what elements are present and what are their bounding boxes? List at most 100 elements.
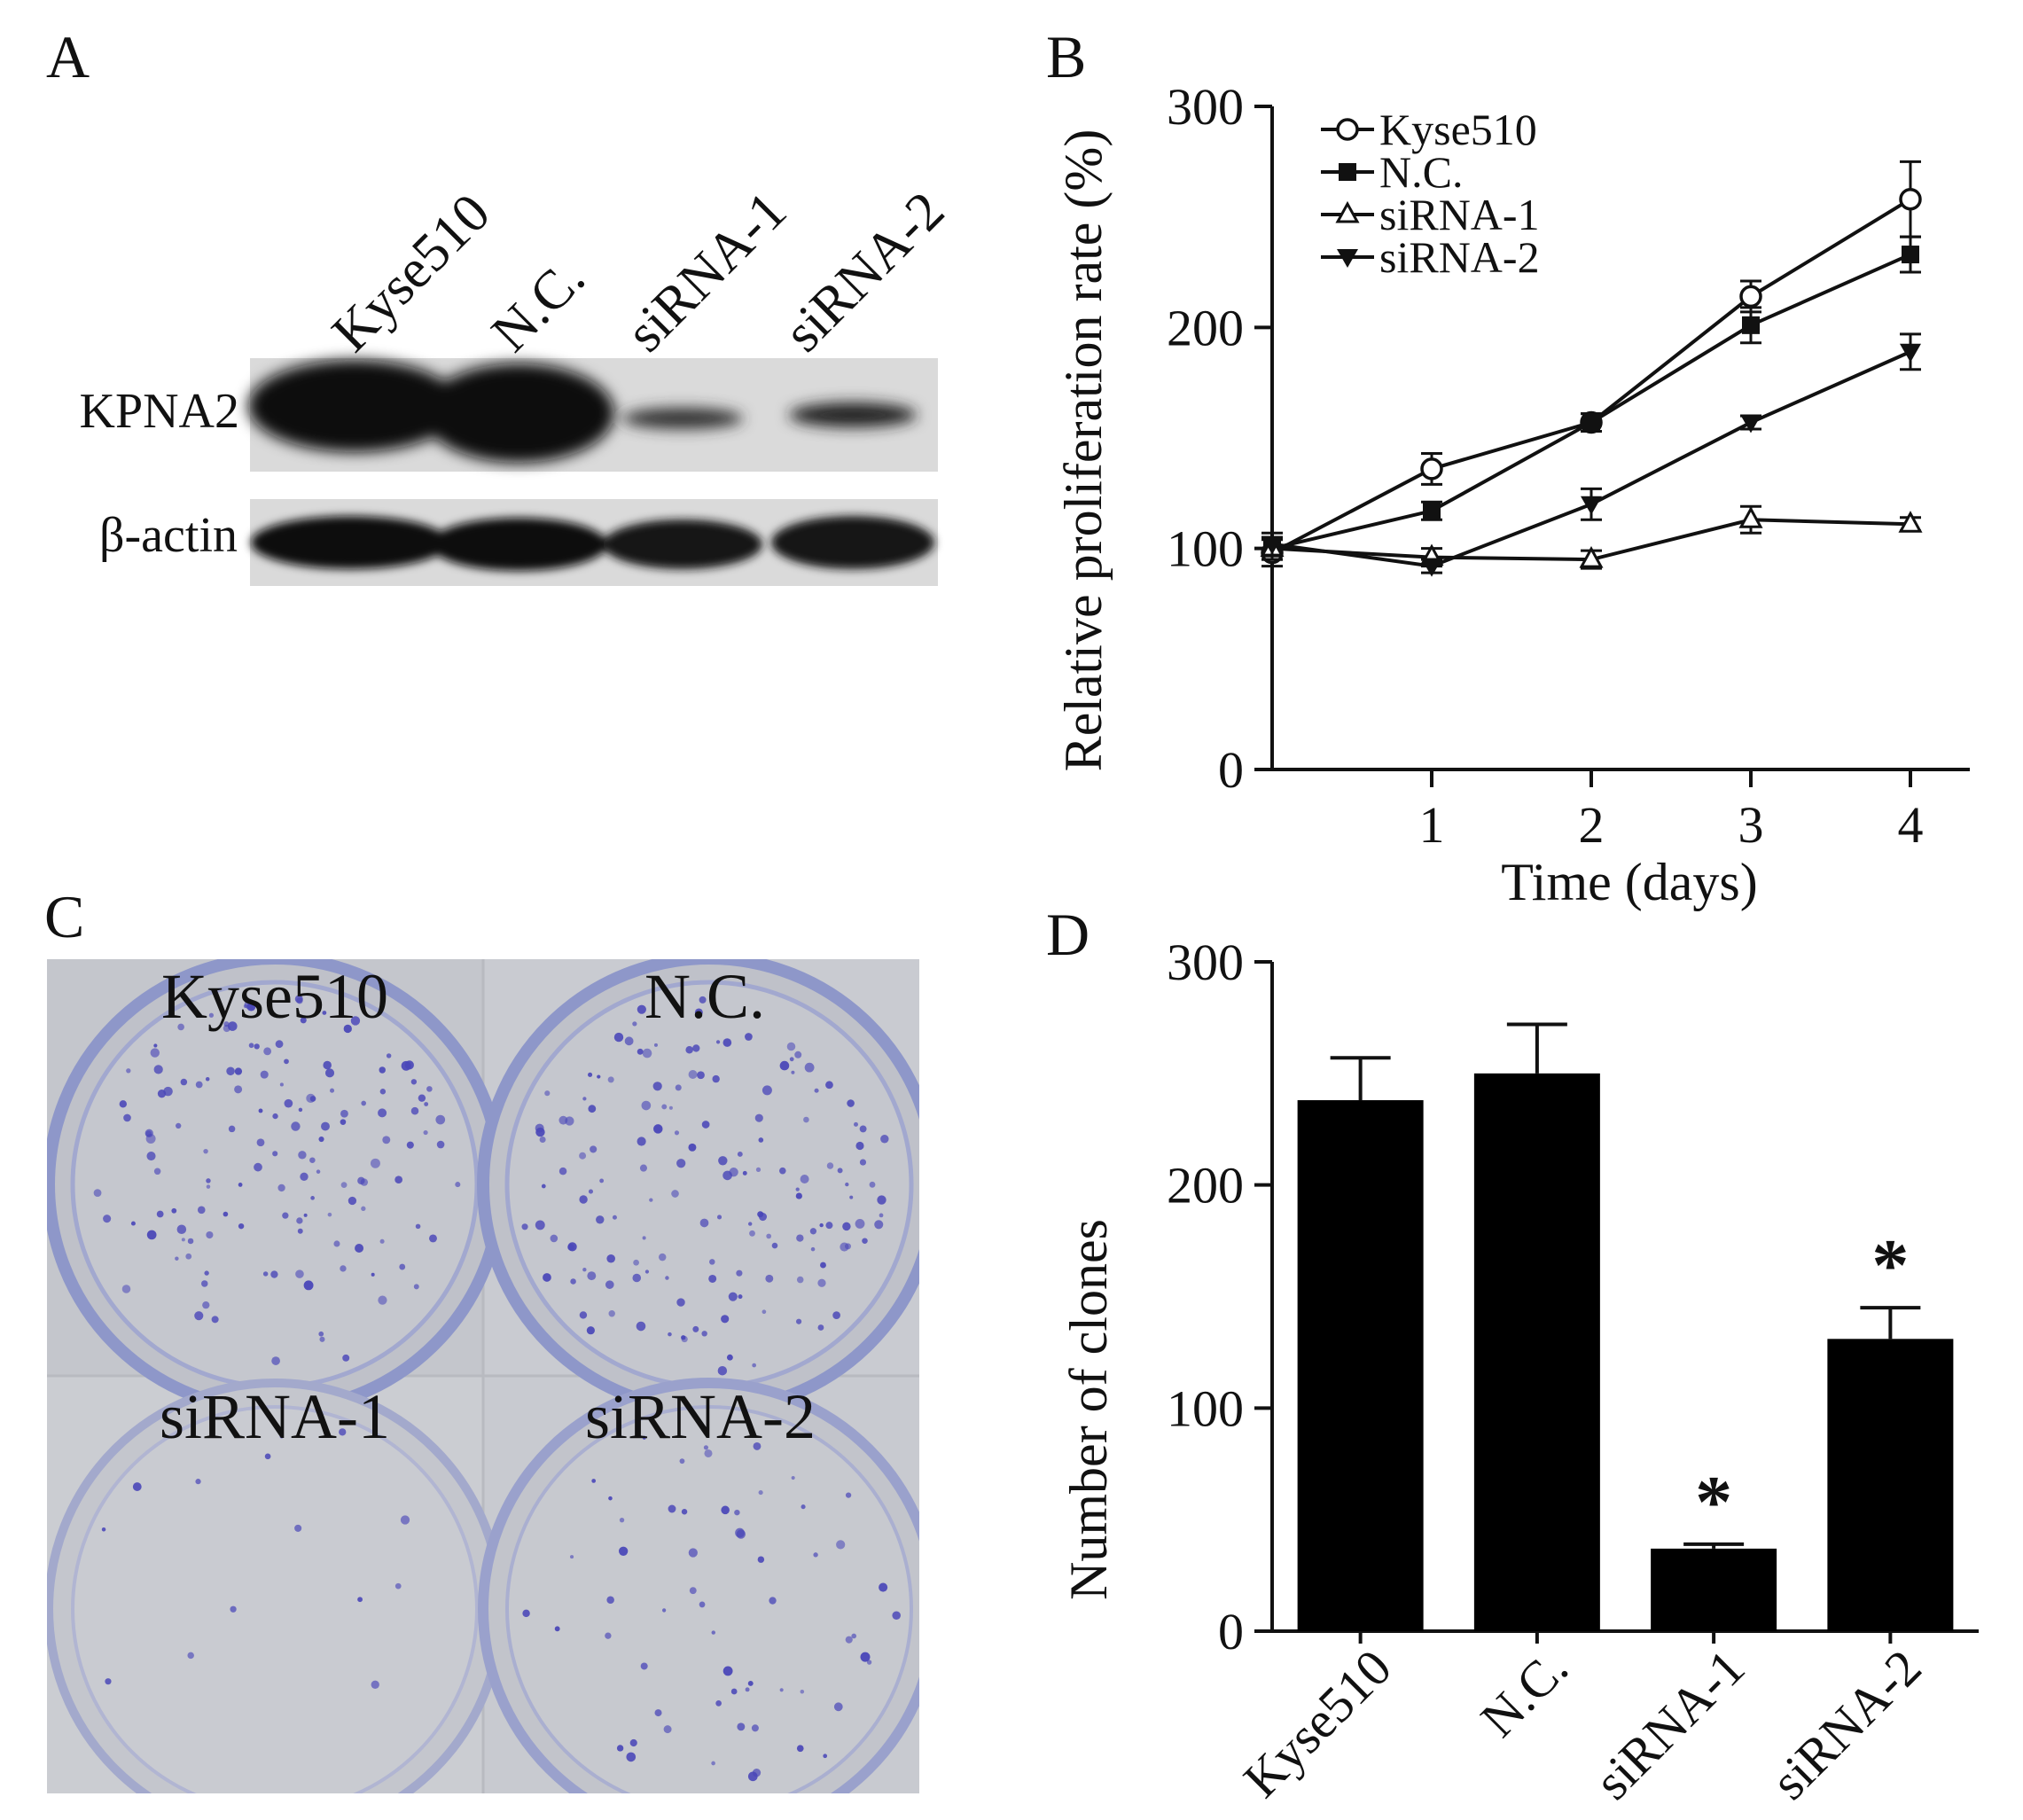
colony-dot xyxy=(626,1752,637,1762)
colony-dot xyxy=(156,1210,164,1218)
colony-dot xyxy=(758,1137,764,1143)
colony-dot xyxy=(612,1215,617,1220)
y-tick-label: 200 xyxy=(1167,1157,1244,1215)
colony-dot xyxy=(361,1206,366,1212)
colony-dot xyxy=(230,1605,237,1613)
colony-dot xyxy=(350,1016,361,1026)
colony-dot xyxy=(791,1475,795,1480)
colony-dot xyxy=(642,1435,646,1440)
colony-dot xyxy=(718,1156,728,1166)
x-tick-label: siRNA-1 xyxy=(1583,1638,1755,1810)
colony-dot xyxy=(801,1504,806,1510)
colony-dot xyxy=(297,1228,303,1234)
colony-dot xyxy=(284,1058,289,1065)
colony-dot xyxy=(378,1295,387,1305)
x-tick-label: siRNA-2 xyxy=(1760,1638,1932,1810)
colony-dot xyxy=(177,1023,184,1031)
data-point xyxy=(1421,558,1442,577)
bar xyxy=(1297,1100,1424,1631)
colony-dot xyxy=(608,1496,613,1501)
colony-dot xyxy=(661,1608,667,1613)
colony-dot xyxy=(256,1138,265,1147)
colony-dot xyxy=(668,1105,673,1110)
colony-dot xyxy=(681,1335,686,1340)
colony-dot xyxy=(324,1068,335,1078)
colony-dot xyxy=(879,1213,884,1218)
series-sirna-2 xyxy=(1261,332,1921,577)
colony-dot xyxy=(735,1527,745,1538)
x-axis-label: Time (days) xyxy=(1501,853,1757,911)
plate-dish xyxy=(47,959,507,1417)
colony-dot xyxy=(455,1182,461,1188)
colony-dot xyxy=(197,1206,206,1215)
colony-dot xyxy=(771,1242,778,1249)
colony-dot xyxy=(820,1262,826,1269)
colony-dot xyxy=(309,1157,316,1164)
colony-dot xyxy=(238,1183,243,1187)
colony-dot xyxy=(795,1318,802,1324)
colony-dot xyxy=(206,1230,214,1239)
colony-dot xyxy=(862,1238,868,1245)
plate-label: Kyse510 xyxy=(161,961,388,1032)
colony-dot xyxy=(587,1271,597,1281)
colony-dot xyxy=(753,1441,762,1450)
colony-dot xyxy=(869,1181,876,1188)
colony-dot xyxy=(277,1183,285,1192)
y-axis-label: Relative proliferation rate (%) xyxy=(1054,129,1113,772)
colony-dot xyxy=(874,1220,884,1230)
colony-dot xyxy=(357,1597,363,1603)
colony-dot xyxy=(187,1652,194,1660)
colony-dot xyxy=(248,1043,254,1049)
colony-dot xyxy=(558,1167,567,1176)
colony-dot xyxy=(742,1170,747,1176)
colony-dot xyxy=(845,1492,852,1498)
colony-dot xyxy=(837,1168,843,1174)
colony-dot xyxy=(688,1069,698,1079)
bar xyxy=(1827,1339,1954,1631)
colony-dot xyxy=(145,1134,156,1144)
colony-dot xyxy=(652,1082,662,1091)
colony-dot xyxy=(582,1097,587,1101)
colony-dot xyxy=(769,1597,777,1605)
colony-dot xyxy=(282,1212,289,1219)
colony-dot xyxy=(271,1356,280,1365)
bar xyxy=(1651,1548,1777,1631)
colony-dot xyxy=(754,1113,763,1122)
colony-dot xyxy=(607,1076,614,1083)
colony-dot xyxy=(342,1354,350,1362)
colony-dot xyxy=(206,1184,211,1189)
colony-dot xyxy=(260,1070,269,1079)
data-point xyxy=(1582,413,1600,432)
colony-dot xyxy=(642,1048,652,1058)
colony-dot xyxy=(629,1738,637,1747)
data-point xyxy=(1339,163,1356,181)
colony-dot xyxy=(796,1745,804,1753)
colony-dot xyxy=(591,1479,597,1483)
colony-dot xyxy=(202,1301,210,1309)
colony-dot xyxy=(721,1315,730,1324)
colony-dot xyxy=(294,1524,302,1532)
colony-dot xyxy=(132,1482,142,1491)
colony-dot xyxy=(728,1292,738,1301)
colony-dot xyxy=(721,1505,730,1515)
colony-dot xyxy=(378,1108,387,1118)
colony-dot xyxy=(661,1104,668,1110)
colony-dot xyxy=(692,1325,699,1332)
colony-dot xyxy=(791,1070,795,1074)
colony-dot xyxy=(535,1127,545,1137)
colony-dot xyxy=(284,1098,293,1108)
colony-dot xyxy=(590,1145,598,1153)
colony-dot xyxy=(321,1121,330,1131)
colony-dot xyxy=(632,1273,642,1283)
colony-dot xyxy=(804,1062,815,1073)
colony-dot xyxy=(745,1687,750,1692)
y-tick-label: 0 xyxy=(1218,1603,1244,1660)
colony-dot xyxy=(588,1189,594,1194)
colony-dot xyxy=(757,1556,765,1563)
colony-dot xyxy=(860,1652,871,1662)
colony-dot xyxy=(685,1045,693,1054)
colony-dot xyxy=(146,1151,156,1161)
colony-dot xyxy=(679,1458,685,1465)
colony-dot xyxy=(674,1130,680,1136)
colony-dot xyxy=(291,1121,301,1131)
